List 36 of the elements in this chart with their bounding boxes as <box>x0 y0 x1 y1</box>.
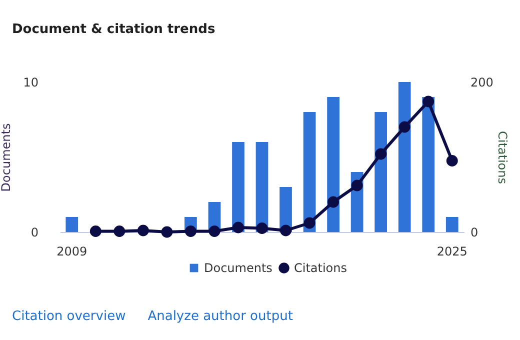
bar <box>327 97 340 232</box>
bar <box>398 82 411 232</box>
bar <box>303 112 316 232</box>
bar <box>422 97 435 232</box>
point <box>351 180 363 192</box>
point <box>446 155 458 166</box>
point <box>398 121 410 133</box>
legend-label: Citations <box>294 261 348 275</box>
text: Citation overview <box>12 309 126 324</box>
point <box>114 226 126 237</box>
bar <box>66 217 78 232</box>
y2-tick-label: 200 <box>470 76 494 90</box>
point <box>232 222 244 234</box>
point <box>375 148 387 160</box>
point <box>137 224 149 236</box>
bar <box>232 142 244 232</box>
x-tick-label: 2025 <box>436 244 468 258</box>
chart-title: Document & citation trends <box>12 22 216 37</box>
point <box>256 222 268 234</box>
point <box>208 226 220 237</box>
y-axis-title: Documents <box>0 123 14 192</box>
text: Analyze author output <box>148 309 293 324</box>
y2-axis-title: Citations <box>495 130 510 184</box>
point <box>90 226 102 237</box>
point <box>304 217 316 229</box>
bar <box>446 217 458 232</box>
y2-tick-label: 0 <box>470 226 478 240</box>
point <box>161 226 173 238</box>
y-tick-label: 10 <box>23 76 38 90</box>
point <box>328 196 340 208</box>
legend-label: Documents <box>204 261 272 275</box>
point <box>280 224 292 236</box>
point <box>422 96 434 108</box>
x-tick-label: 2009 <box>56 244 88 258</box>
bar <box>374 112 387 232</box>
point <box>184 226 196 237</box>
